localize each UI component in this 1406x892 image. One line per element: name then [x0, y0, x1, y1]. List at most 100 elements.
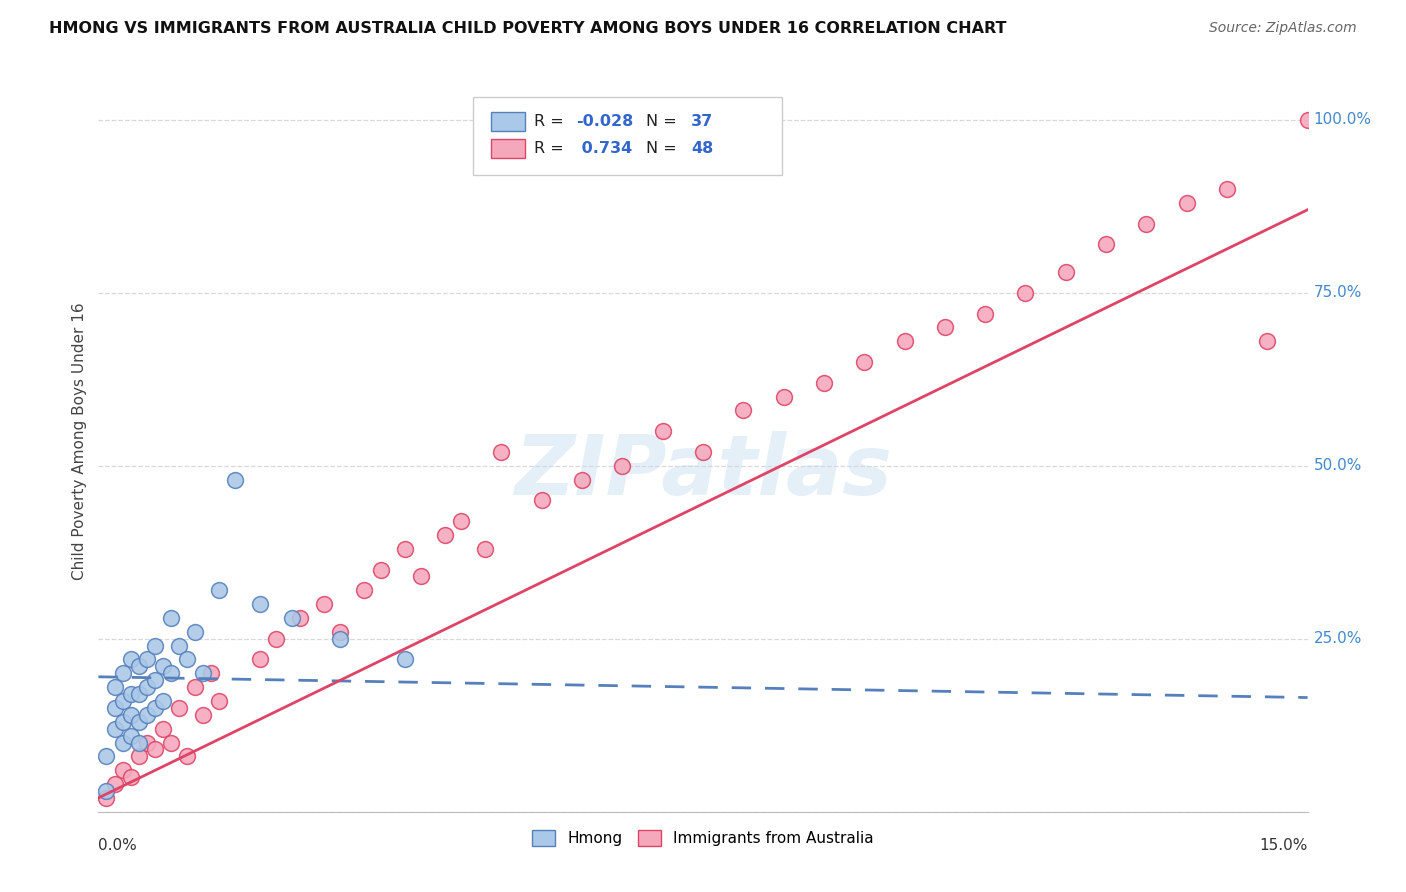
Point [111, 714, 134, 729]
Text: 0.0%: 0.0% [98, 838, 138, 853]
Text: HMONG VS IMMIGRANTS FROM AUSTRALIA CHILD POVERTY AMONG BOYS UNDER 16 CORRELATION: HMONG VS IMMIGRANTS FROM AUSTRALIA CHILD… [49, 21, 1007, 36]
Point [96, 784, 118, 798]
Point [143, 742, 166, 756]
Point [474, 541, 496, 556]
Point [160, 735, 183, 749]
Point [1135, 217, 1157, 231]
Point [120, 707, 142, 722]
Legend: Hmong, Immigrants from Australia: Hmong, Immigrants from Australia [526, 824, 880, 852]
Point [249, 652, 271, 666]
Point [176, 749, 198, 764]
Point [281, 611, 304, 625]
Point [249, 597, 271, 611]
Point [135, 652, 157, 666]
Text: 25.0%: 25.0% [1313, 632, 1362, 646]
Point [111, 666, 134, 681]
Point [200, 666, 222, 681]
Point [184, 624, 207, 639]
Point [353, 583, 375, 598]
Point [329, 624, 352, 639]
Point [167, 639, 190, 653]
Point [152, 694, 174, 708]
Point [651, 424, 673, 438]
Point [224, 473, 246, 487]
Point [111, 763, 134, 777]
Point [120, 729, 142, 743]
Y-axis label: Child Poverty Among Boys Under 16: Child Poverty Among Boys Under 16 [72, 302, 87, 581]
Point [128, 714, 150, 729]
Point [394, 652, 416, 666]
Point [370, 563, 392, 577]
Point [103, 680, 125, 694]
Text: 37: 37 [690, 114, 713, 129]
Point [612, 458, 634, 473]
Point [135, 735, 157, 749]
Point [409, 569, 432, 583]
Text: 100.0%: 100.0% [1313, 112, 1372, 128]
Point [329, 632, 352, 646]
Point [160, 666, 183, 681]
Point [143, 673, 166, 688]
Point [176, 652, 198, 666]
Point [120, 770, 142, 784]
FancyBboxPatch shape [492, 139, 526, 158]
Text: R =: R = [534, 141, 564, 156]
Point [96, 749, 118, 764]
Point [208, 583, 231, 598]
Point [135, 707, 157, 722]
Point [692, 445, 714, 459]
Point [160, 611, 183, 625]
Point [167, 701, 190, 715]
Text: Source: ZipAtlas.com: Source: ZipAtlas.com [1209, 21, 1357, 35]
Point [1175, 195, 1198, 210]
Text: -0.028: -0.028 [576, 114, 633, 129]
Point [450, 514, 472, 528]
Point [571, 473, 593, 487]
Point [103, 722, 125, 736]
Text: 15.0%: 15.0% [1260, 838, 1308, 853]
Point [530, 493, 553, 508]
Text: 0.734: 0.734 [576, 141, 633, 156]
Point [128, 659, 150, 673]
Point [193, 666, 215, 681]
Point [128, 749, 150, 764]
Point [152, 722, 174, 736]
Point [264, 632, 287, 646]
Point [1296, 112, 1319, 127]
Text: 50.0%: 50.0% [1313, 458, 1362, 474]
Point [128, 735, 150, 749]
Point [772, 390, 794, 404]
Point [1256, 334, 1278, 349]
Point [491, 445, 513, 459]
Point [934, 320, 956, 334]
Text: ZIPatlas: ZIPatlas [515, 431, 891, 512]
Point [143, 701, 166, 715]
Point [394, 541, 416, 556]
Point [434, 528, 457, 542]
Text: 75.0%: 75.0% [1313, 285, 1362, 301]
Point [1216, 182, 1239, 196]
Point [314, 597, 336, 611]
Text: N =: N = [647, 141, 676, 156]
Point [143, 639, 166, 653]
Point [193, 707, 215, 722]
Point [733, 403, 755, 417]
Point [96, 790, 118, 805]
Text: R =: R = [534, 114, 564, 129]
Point [135, 680, 157, 694]
Point [128, 687, 150, 701]
Point [1095, 237, 1118, 252]
Point [111, 735, 134, 749]
Point [813, 376, 835, 390]
Point [120, 687, 142, 701]
FancyBboxPatch shape [474, 97, 782, 175]
Point [288, 611, 311, 625]
Point [974, 306, 997, 320]
FancyBboxPatch shape [492, 112, 526, 131]
Point [120, 652, 142, 666]
Point [208, 694, 231, 708]
Text: N =: N = [647, 114, 676, 129]
Point [103, 777, 125, 791]
Point [103, 701, 125, 715]
Point [184, 680, 207, 694]
